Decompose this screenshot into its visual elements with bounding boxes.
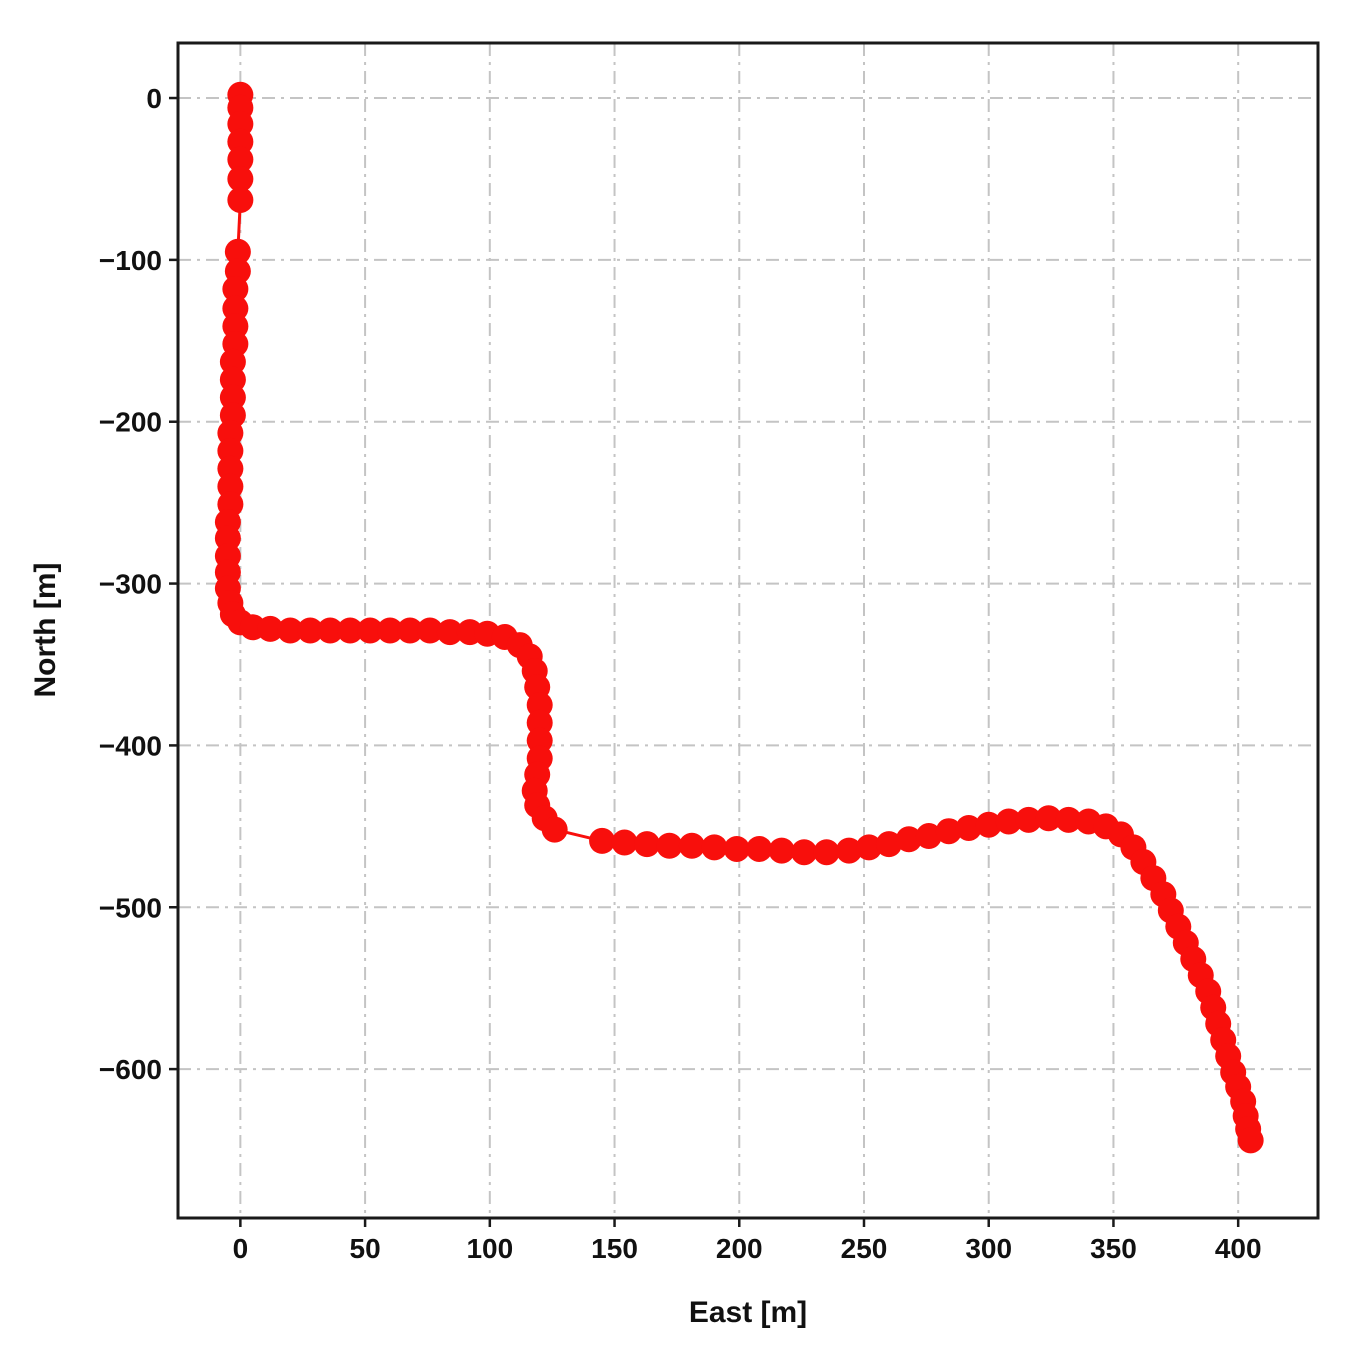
trajectory-point	[526, 691, 553, 718]
y-axis-label: North [m]	[29, 563, 62, 698]
trajectory-point	[277, 617, 304, 644]
trajectory-point	[396, 617, 423, 644]
trajectory-point	[227, 146, 254, 173]
y-tick-label: −600	[99, 1054, 162, 1085]
trajectory-point	[224, 238, 251, 265]
trajectory-point	[217, 420, 244, 447]
trajectory-point	[257, 615, 284, 642]
trajectory-point	[377, 617, 404, 644]
trajectory-point	[589, 827, 616, 854]
trajectory-point	[526, 727, 553, 754]
trajectory-point	[1035, 805, 1062, 832]
tick-labels: 0 50 100 150 200 250 300 350 400 0 −100 −200 −300 −40…	[99, 83, 1262, 1264]
trajectory-point	[915, 823, 942, 850]
trajectory-point	[723, 835, 750, 862]
trajectory-point	[227, 110, 254, 137]
trajectory-point	[995, 808, 1022, 835]
trajectory-point	[219, 384, 246, 411]
trajectory-point	[337, 617, 364, 644]
y-tick-label: −400	[99, 730, 162, 761]
trajectory-point	[317, 617, 344, 644]
trajectory-point	[678, 832, 705, 859]
x-axis-label: East [m]	[689, 1296, 807, 1329]
trajectory-point	[768, 837, 795, 864]
trajectory-point	[214, 525, 241, 552]
trajectory-point	[836, 837, 863, 864]
trajectory-point	[416, 617, 443, 644]
trajectory-point	[1237, 1127, 1264, 1154]
trajectory-point	[746, 835, 773, 862]
trajectory-point	[222, 295, 249, 322]
trajectory-point	[222, 313, 249, 340]
trajectory-point	[217, 473, 244, 500]
trajectory-point	[813, 839, 840, 866]
trajectory-series	[214, 81, 1264, 1154]
trajectory-point	[222, 276, 249, 303]
trajectory-point	[791, 839, 818, 866]
y-tick-label: −100	[99, 245, 162, 276]
trajectory-point	[219, 348, 246, 375]
y-tick-label: 0	[146, 83, 162, 114]
y-tick-label: −200	[99, 407, 162, 438]
trajectory-point	[219, 366, 246, 393]
trajectory-point	[656, 832, 683, 859]
trajectory-point	[611, 829, 638, 856]
trajectory-point	[227, 165, 254, 192]
trajectory-point	[955, 814, 982, 841]
trajectory-point	[227, 186, 254, 213]
trajectory-point	[1055, 806, 1082, 833]
y-tick-label: −300	[99, 569, 162, 600]
trajectory-point	[297, 617, 324, 644]
x-tick-label: 50	[350, 1233, 381, 1264]
trajectory-point	[526, 709, 553, 736]
trajectory-point	[217, 455, 244, 482]
x-tick-label: 200	[716, 1233, 763, 1264]
trajectory-point	[875, 831, 902, 858]
trajectory-point	[975, 811, 1002, 838]
x-tick-label: 150	[591, 1233, 638, 1264]
trajectory-point	[436, 619, 463, 646]
plot-border	[176, 41, 1320, 1220]
y-tick-label: −500	[99, 892, 162, 923]
x-tick-label: 250	[841, 1233, 888, 1264]
x-tick-label: 100	[466, 1233, 513, 1264]
trajectory-point	[633, 831, 660, 858]
x-tick-label: 0	[233, 1233, 249, 1264]
x-tick-label: 400	[1215, 1233, 1262, 1264]
trajectory-point	[357, 617, 384, 644]
x-tick-label: 300	[965, 1233, 1012, 1264]
trajectory-point	[541, 816, 568, 843]
trajectory-point	[217, 437, 244, 464]
trajectory-point	[227, 128, 254, 155]
trajectory-point	[855, 834, 882, 861]
grid-lines	[178, 43, 1318, 1218]
trajectory-point	[895, 826, 922, 853]
trajectory-point	[1015, 806, 1042, 833]
x-tick-label: 350	[1090, 1233, 1137, 1264]
trajectory-point	[701, 834, 728, 861]
trajectory-point	[935, 818, 962, 845]
